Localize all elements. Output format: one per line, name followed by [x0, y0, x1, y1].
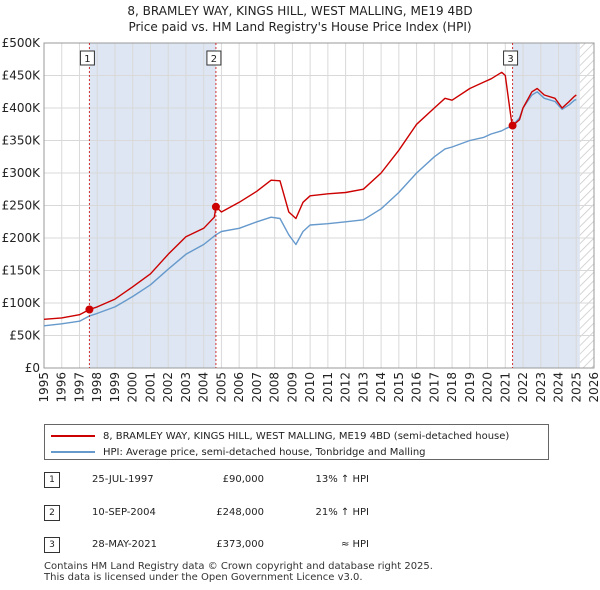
- x-tick-label: 2024: [552, 372, 566, 403]
- legend-swatch-hpi: [51, 451, 95, 453]
- x-tick-label: 2005: [214, 372, 228, 403]
- legend: 8, BRAMLEY WAY, KINGS HILL, WEST MALLING…: [44, 424, 549, 460]
- x-tick-label: 2009: [285, 372, 299, 403]
- sale-hpi-diff: ≈ HPI: [340, 539, 369, 550]
- x-tick-label: 2023: [534, 372, 548, 403]
- x-tick-label: 2001: [143, 372, 157, 403]
- sale-number-box: [206, 50, 222, 66]
- footer-licence: This data is licensed under the Open Gov…: [44, 572, 363, 583]
- sale-price: £248,000: [216, 507, 264, 518]
- y-tick-label: £150K: [2, 264, 42, 278]
- y-tick-label: £200K: [2, 231, 42, 245]
- y-tick-label: £0: [25, 361, 40, 375]
- sale-price: £90,000: [222, 474, 264, 485]
- sale-date: 10-SEP-2004: [92, 507, 156, 518]
- x-tick-label: 2018: [445, 372, 459, 403]
- price-chart: 8, BRAMLEY WAY, KINGS HILL, WEST MALLING…: [2, 4, 600, 403]
- sale-number-badge: 2: [44, 505, 60, 521]
- x-tick-label: 2013: [356, 372, 370, 403]
- y-tick-label: £400K: [2, 101, 42, 115]
- property-price-line: [43, 71, 577, 320]
- plot-frame: [43, 42, 595, 369]
- x-tick-label: 1999: [108, 372, 122, 403]
- sale-point: [85, 305, 94, 314]
- sale-number-label: 3: [507, 54, 513, 65]
- legend-swatch-property: [51, 435, 95, 437]
- x-tick-label: 2011: [321, 372, 335, 403]
- y-tick-label: £500K: [2, 36, 42, 50]
- table-row: 3 28-MAY-2021 £373,000 ≈ HPI: [44, 537, 444, 555]
- x-tick-label: 2010: [303, 372, 317, 403]
- sale-number-label: 1: [84, 54, 90, 65]
- x-tick-label: 2004: [197, 372, 211, 403]
- x-tick-label: 1998: [90, 372, 104, 403]
- table-row: 2 10-SEP-2004 £248,000 21% ↑ HPI: [44, 505, 444, 523]
- footer-copyright: Contains HM Land Registry data © Crown c…: [44, 561, 433, 572]
- y-tick-label: £300K: [2, 166, 42, 180]
- x-tick-label: 2007: [250, 372, 264, 403]
- sale-number-box: [503, 50, 519, 66]
- x-tick-label: 1995: [37, 372, 51, 403]
- x-tick-label: 1997: [72, 372, 86, 403]
- legend-item-property: 8, BRAMLEY WAY, KINGS HILL, WEST MALLING…: [51, 428, 509, 444]
- legend-label-hpi: HPI: Average price, semi-detached house,…: [103, 446, 426, 458]
- chart-subtitle: Price paid vs. HM Land Registry's House …: [128, 20, 471, 34]
- x-tick-label: 2014: [374, 372, 388, 403]
- x-tick-label: 2015: [392, 372, 406, 403]
- x-tick-label: 2016: [410, 372, 424, 403]
- footer: Contains HM Land Registry data © Crown c…: [44, 561, 433, 583]
- sale-point: [211, 202, 220, 211]
- y-tick-label: £450K: [2, 69, 42, 83]
- sale-date: 25-JUL-1997: [92, 474, 154, 485]
- y-tick-label: £50K: [9, 329, 41, 343]
- sale-price: £373,000: [216, 539, 264, 550]
- x-tick-label: 2002: [161, 372, 175, 403]
- x-tick-label: 2017: [427, 372, 441, 403]
- x-tick-label: 2020: [481, 372, 495, 403]
- x-tick-label: 2008: [268, 372, 282, 403]
- y-tick-label: £250K: [2, 199, 42, 213]
- sale-number-label: 2: [211, 54, 217, 65]
- sale-number-box: [79, 50, 95, 66]
- x-tick-label: 2006: [232, 372, 246, 403]
- sale-point: [508, 121, 517, 130]
- table-row: 1 25-JUL-1997 £90,000 13% ↑ HPI: [44, 472, 444, 490]
- chart-title: 8, BRAMLEY WAY, KINGS HILL, WEST MALLING…: [127, 4, 472, 18]
- x-tick-label: 2003: [179, 372, 193, 403]
- legend-item-hpi: HPI: Average price, semi-detached house,…: [51, 444, 426, 460]
- x-tick-label: 2021: [498, 372, 512, 403]
- legend-label-property: 8, BRAMLEY WAY, KINGS HILL, WEST MALLING…: [103, 430, 510, 442]
- sale-number-badge: 1: [44, 472, 60, 488]
- x-tick-label: 2022: [516, 372, 530, 403]
- sale-hpi-diff: 13% ↑ HPI: [315, 474, 369, 485]
- hpi-line: [43, 91, 577, 327]
- x-tick-label: 2012: [339, 372, 353, 403]
- sale-number-badge: 3: [44, 537, 60, 553]
- y-tick-label: £350K: [2, 134, 42, 148]
- x-tick-label: 2025: [569, 372, 583, 403]
- sale-hpi-diff: 21% ↑ HPI: [315, 507, 369, 518]
- sale-date: 28-MAY-2021: [92, 539, 158, 550]
- x-tick-label: 1996: [55, 372, 69, 403]
- y-tick-label: £100K: [2, 296, 42, 310]
- x-tick-label: 2019: [463, 372, 477, 403]
- x-tick-label: 2026: [587, 372, 600, 403]
- x-tick-label: 2000: [126, 372, 140, 403]
